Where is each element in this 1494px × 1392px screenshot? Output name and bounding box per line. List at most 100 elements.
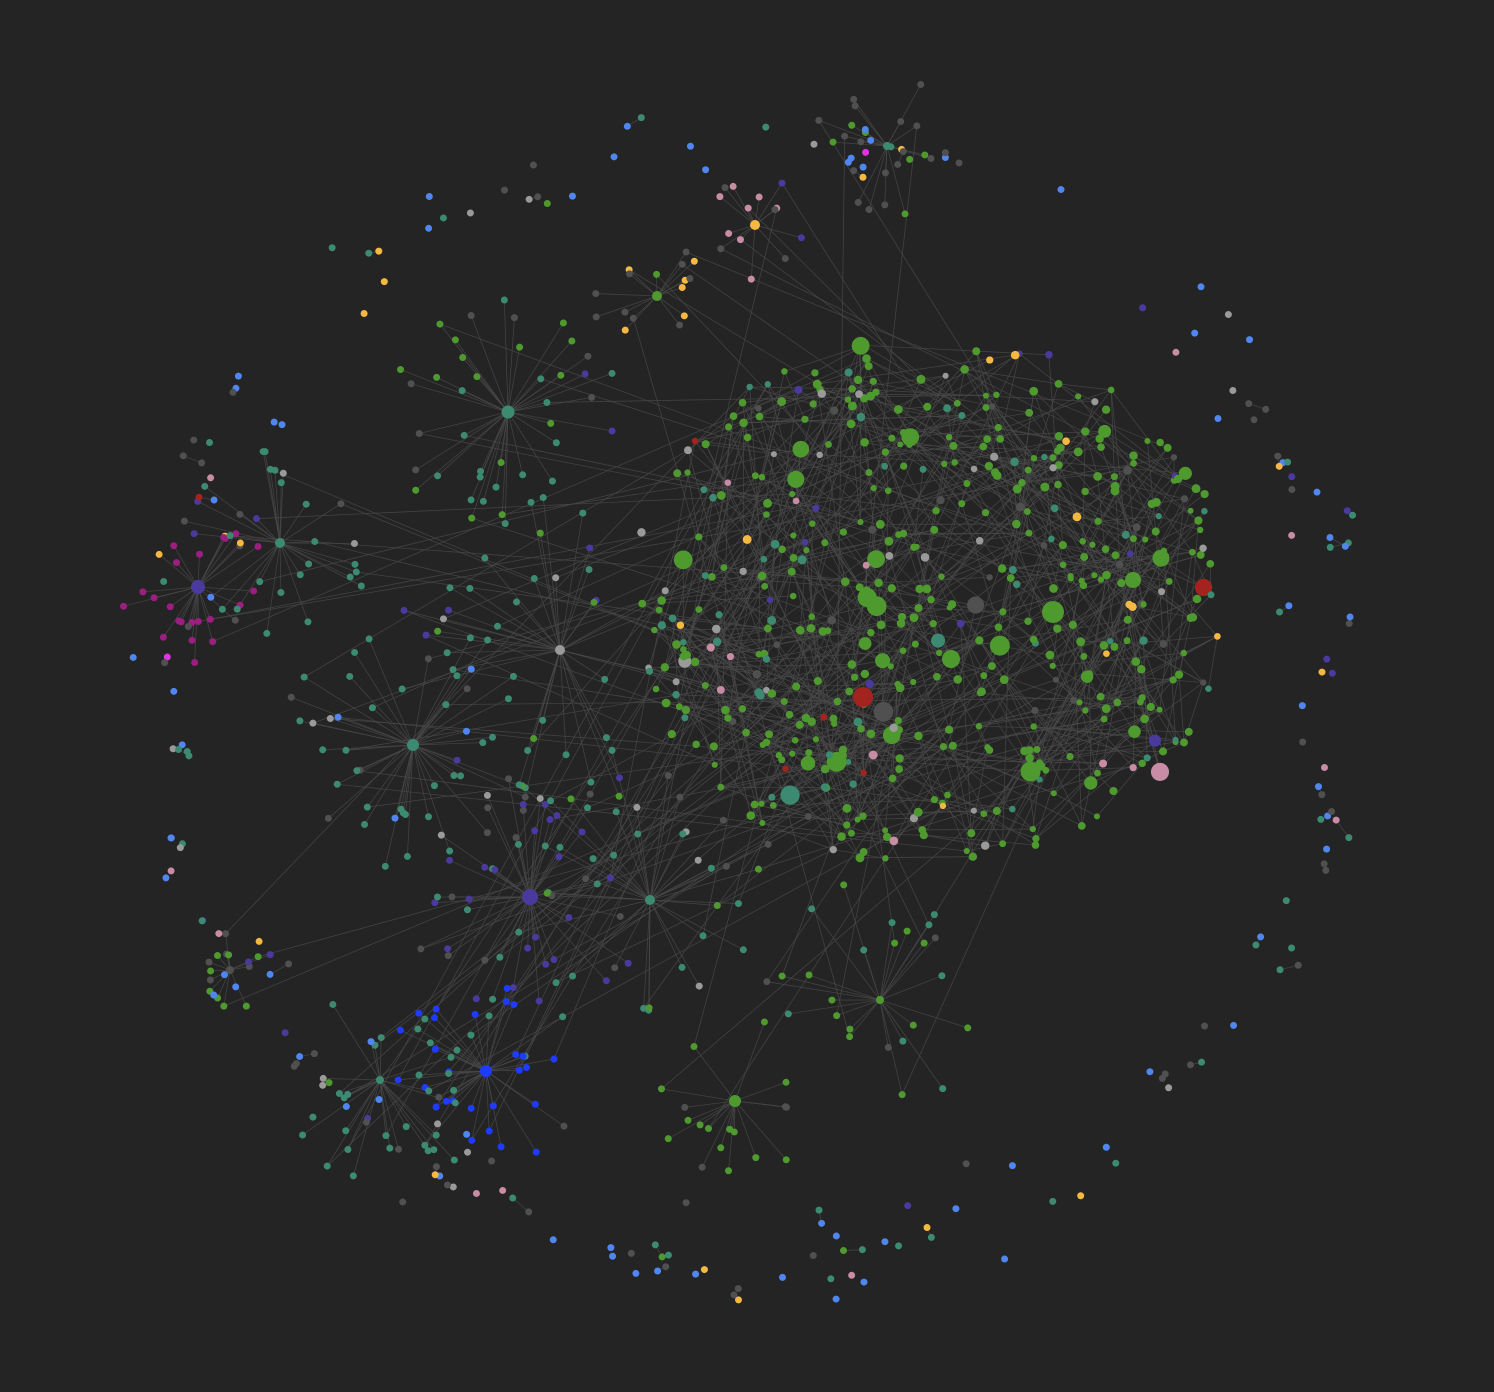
graph-node[interactable] — [1165, 1084, 1173, 1092]
graph-node[interactable] — [547, 797, 555, 805]
graph-node[interactable] — [476, 473, 484, 481]
graph-node[interactable] — [501, 186, 509, 194]
graph-node[interactable] — [1054, 480, 1062, 489]
graph-node[interactable] — [559, 1013, 567, 1021]
graph-node[interactable] — [681, 705, 691, 715]
graph-node[interactable] — [862, 561, 870, 569]
graph-node[interactable] — [365, 635, 373, 643]
graph-node[interactable] — [944, 725, 954, 734]
graph-node[interactable] — [759, 819, 766, 827]
graph-node[interactable] — [982, 404, 990, 411]
graph-node[interactable] — [739, 946, 747, 954]
graph-node[interactable] — [1058, 541, 1067, 550]
graph-node[interactable] — [975, 537, 984, 545]
graph-node[interactable] — [569, 972, 577, 980]
graph-node[interactable] — [279, 469, 287, 477]
graph-node[interactable] — [894, 680, 901, 688]
graph-node[interactable] — [1068, 620, 1077, 629]
graph-node[interactable] — [335, 1090, 343, 1098]
graph-node[interactable] — [1328, 808, 1336, 816]
graph-node[interactable] — [851, 336, 870, 355]
graph-node[interactable] — [1320, 860, 1328, 868]
graph-node[interactable] — [1252, 941, 1260, 949]
graph-node[interactable] — [984, 744, 991, 751]
graph-node[interactable] — [342, 1127, 350, 1135]
graph-node[interactable] — [433, 893, 441, 901]
graph-node[interactable] — [664, 1251, 672, 1259]
graph-node[interactable] — [859, 173, 867, 181]
graph-node[interactable] — [1123, 615, 1132, 624]
graph-node[interactable] — [760, 1018, 768, 1026]
graph-node[interactable] — [809, 520, 816, 527]
graph-node[interactable] — [1030, 723, 1037, 730]
graph-node[interactable] — [587, 778, 595, 786]
graph-node[interactable] — [477, 467, 485, 475]
graph-node[interactable] — [344, 1145, 352, 1153]
graph-node[interactable] — [464, 1148, 472, 1156]
graph-node[interactable] — [860, 946, 868, 954]
graph-node[interactable] — [1129, 535, 1137, 543]
graph-node[interactable] — [516, 343, 524, 351]
graph-node[interactable] — [467, 496, 475, 504]
graph-node[interactable] — [578, 828, 586, 836]
graph-node[interactable] — [895, 754, 904, 763]
graph-node[interactable] — [720, 564, 728, 571]
graph-node[interactable] — [1062, 437, 1070, 446]
graph-node[interactable] — [1146, 702, 1155, 712]
graph-node[interactable] — [690, 257, 698, 265]
graph-node[interactable] — [586, 790, 594, 798]
graph-node[interactable] — [866, 391, 875, 401]
graph-node[interactable] — [791, 736, 799, 744]
graph-node[interactable] — [592, 313, 600, 321]
graph-node[interactable] — [524, 746, 532, 754]
graph-node[interactable] — [661, 698, 671, 708]
graph-node[interactable] — [1318, 791, 1326, 799]
graph-node[interactable] — [1036, 776, 1043, 783]
graph-node[interactable] — [555, 853, 563, 861]
graph-node[interactable] — [859, 163, 867, 171]
graph-node[interactable] — [815, 1206, 823, 1214]
graph-node[interactable] — [167, 867, 175, 875]
graph-node[interactable] — [909, 1021, 917, 1029]
graph-node[interactable] — [1129, 764, 1137, 772]
graph-node[interactable] — [812, 736, 820, 743]
graph-node[interactable] — [760, 555, 768, 563]
graph-node[interactable] — [1152, 549, 1170, 567]
graph-node[interactable] — [434, 1120, 442, 1128]
graph-node[interactable] — [672, 640, 681, 649]
graph-node[interactable] — [725, 1167, 733, 1175]
graph-node[interactable] — [1128, 725, 1141, 739]
graph-node[interactable] — [935, 649, 943, 657]
graph-node[interactable] — [1054, 379, 1063, 388]
graph-node[interactable] — [676, 793, 684, 801]
graph-node[interactable] — [178, 741, 186, 749]
graph-node[interactable] — [497, 1143, 505, 1151]
graph-node[interactable] — [684, 1116, 692, 1124]
graph-node[interactable] — [939, 1085, 947, 1093]
graph-node[interactable] — [1200, 489, 1209, 499]
graph-node[interactable] — [522, 889, 538, 905]
graph-node[interactable] — [431, 1045, 439, 1053]
graph-node[interactable] — [584, 352, 592, 360]
graph-node[interactable] — [923, 402, 932, 411]
graph-node[interactable] — [439, 615, 447, 623]
graph-node[interactable] — [945, 433, 953, 441]
graph-node[interactable] — [255, 937, 263, 945]
graph-node[interactable] — [376, 1076, 384, 1084]
graph-node[interactable] — [848, 385, 857, 393]
graph-node[interactable] — [1031, 706, 1039, 714]
graph-node[interactable] — [724, 714, 732, 722]
graph-node[interactable] — [1326, 534, 1334, 542]
graph-node[interactable] — [444, 945, 452, 953]
graph-node[interactable] — [207, 474, 215, 482]
graph-node[interactable] — [565, 913, 573, 921]
graph-node[interactable] — [226, 966, 234, 974]
graph-node[interactable] — [816, 451, 823, 459]
graph-node[interactable] — [955, 159, 963, 167]
graph-node[interactable] — [407, 739, 419, 751]
graph-node[interactable] — [201, 482, 209, 490]
graph-node[interactable] — [1078, 577, 1085, 584]
graph-node[interactable] — [734, 1296, 742, 1304]
graph-node[interactable] — [914, 603, 923, 613]
graph-node[interactable] — [537, 375, 545, 383]
